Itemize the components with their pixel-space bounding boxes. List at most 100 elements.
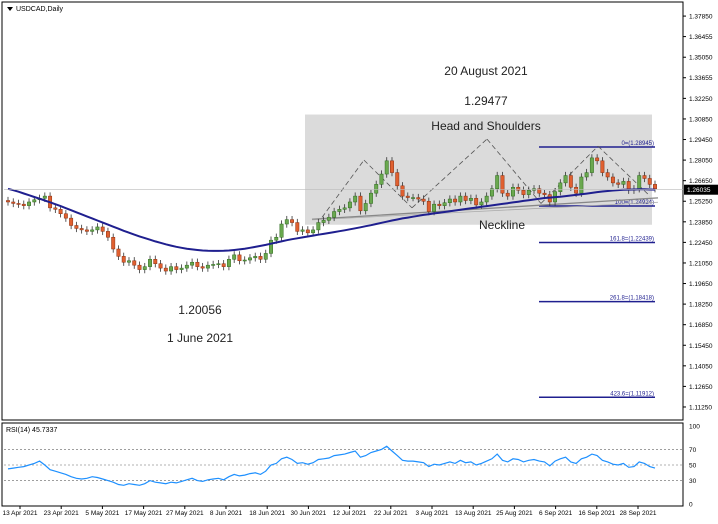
candle-body [563, 175, 568, 184]
candle-body [300, 229, 305, 232]
candle-body [84, 229, 89, 232]
candle-body [21, 203, 26, 206]
candle-body [379, 173, 384, 185]
candle-body [342, 207, 347, 210]
low-price-label: 1.20056 [178, 303, 222, 317]
candle-body [610, 176, 615, 184]
fibonacci-levels: 0=(1.28945) 100=(1.24924) 161.8=(1.22439) 2… [539, 141, 655, 399]
candle-body [637, 175, 642, 190]
candle-body [647, 178, 652, 185]
date-tick-label: 3 Aug 2021 [416, 510, 449, 517]
candle-body [279, 223, 284, 238]
price-tick-label: 1.26650 [689, 178, 713, 185]
candle-body [116, 248, 121, 257]
date-tick-label: 27 May 2021 [166, 510, 204, 517]
candle-body [295, 222, 300, 232]
candle-body [495, 175, 500, 190]
rsi-tick-label: 0 [689, 502, 693, 509]
candle-body [184, 264, 189, 269]
candle-body [326, 217, 331, 221]
price-tick-label: 1.19650 [689, 281, 713, 288]
date-tick-label: 17 May 2021 [125, 510, 163, 517]
triangle-down-icon[interactable] [7, 7, 13, 11]
candle-body [132, 260, 137, 266]
date-tick-label: 8 Jun 2021 [210, 510, 243, 517]
candle-body [432, 203, 437, 212]
candle-body [653, 184, 657, 190]
candle-body [69, 217, 74, 226]
fib-label: 261.8=(1.18418) [610, 296, 654, 302]
price-tick-label: 1.29450 [689, 137, 713, 144]
rsi-tick-label: 30 [689, 478, 697, 485]
candle-body [316, 222, 321, 231]
candle-body [568, 175, 573, 188]
neckline-lower [311, 201, 659, 221]
candle-body [90, 229, 95, 232]
candle-body [621, 181, 626, 185]
candle-body [205, 264, 210, 269]
candle-body [53, 207, 58, 210]
candle-body [274, 236, 279, 241]
candle-body [221, 263, 226, 267]
candle-body [600, 160, 605, 173]
candle-body [589, 157, 594, 173]
main-plot-frame [1, 1, 684, 421]
candle-body [453, 198, 458, 203]
price-tick-label: 1.23850 [689, 219, 713, 226]
date-tick-label: 18 Jun 2021 [249, 510, 285, 517]
candle-body [63, 213, 68, 219]
pattern-dashed-lines [321, 138, 651, 218]
candle-body [32, 199, 37, 203]
date-tick-label: 13 Apr 2021 [2, 510, 37, 517]
date-tick-label: 23 Apr 2021 [44, 510, 79, 517]
candle-body [253, 256, 258, 259]
candle-body [437, 203, 442, 206]
pattern-dash [597, 145, 651, 197]
candle-body [105, 231, 110, 238]
date-tick-label: 30 Jun 2021 [291, 510, 327, 517]
candle-body [58, 209, 63, 214]
candle-body [211, 264, 216, 266]
date-tick-label: 13 Aug 2021 [455, 510, 492, 517]
candle-body [269, 239, 273, 254]
candle-body [400, 185, 405, 197]
candle-body [521, 189, 526, 195]
candle-body [311, 229, 316, 234]
candle-body [284, 219, 289, 225]
candle-body [347, 201, 352, 209]
rsi-plot-frame [1, 422, 684, 507]
date-tick-label: 16 Sep 2021 [578, 510, 615, 517]
price-tick-label: 1.28050 [689, 158, 713, 165]
price-tick-label: 1.14050 [689, 363, 713, 370]
candle-body [426, 200, 431, 212]
candle-body [384, 160, 389, 175]
candle-body [195, 261, 200, 267]
moving-average-line [7, 187, 656, 252]
candle-body [127, 260, 131, 263]
price-tick-label: 1.16850 [689, 322, 713, 329]
fib-label: 0=(1.28945) [621, 141, 654, 147]
rsi-level-lines [4, 449, 683, 481]
neckline-lines [311, 197, 659, 221]
high-price-label: 1.29477 [464, 94, 508, 108]
candle-body [263, 253, 268, 260]
candle-body [526, 189, 531, 195]
candle-body [605, 172, 610, 178]
candle-body [190, 261, 195, 266]
candle-body [79, 228, 84, 231]
candle-body [558, 182, 563, 192]
candle-body [16, 203, 21, 205]
candle-body [642, 175, 647, 179]
candle-body [332, 211, 337, 218]
pattern-label: Head and Shoulders [431, 119, 540, 133]
candle-body [390, 160, 394, 173]
neckline [311, 197, 659, 220]
candle-body [137, 264, 142, 270]
low-date-label: 1 June 2021 [167, 331, 233, 345]
candle-body [305, 229, 310, 234]
candle-body [232, 254, 237, 260]
rsi-line [7, 445, 656, 486]
candle-body [337, 209, 342, 212]
